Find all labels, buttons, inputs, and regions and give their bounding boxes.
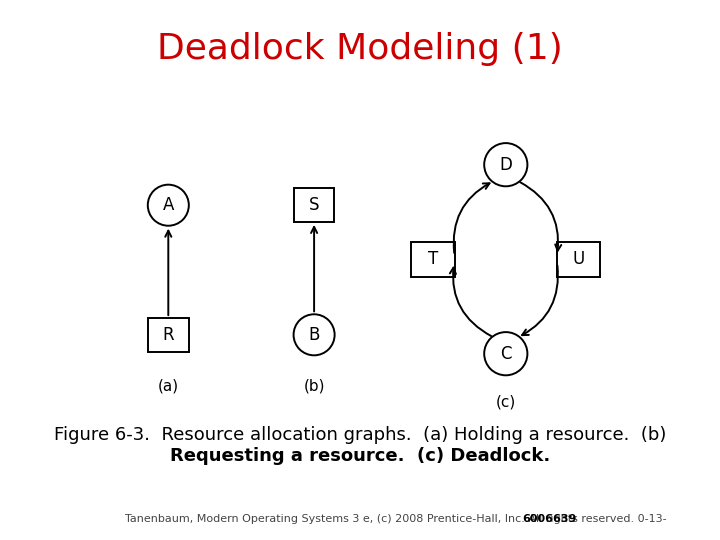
Text: Figure 6-3.  Resource allocation graphs.  (a) Holding a resource.  (b): Figure 6-3. Resource allocation graphs. … bbox=[54, 426, 666, 444]
Text: S: S bbox=[309, 196, 320, 214]
Text: 6006639: 6006639 bbox=[522, 515, 577, 524]
Text: R: R bbox=[163, 326, 174, 344]
Text: T: T bbox=[428, 250, 438, 268]
Text: C: C bbox=[500, 345, 511, 363]
Circle shape bbox=[484, 332, 527, 375]
Text: Requesting a resource.  (c) Deadlock.: Requesting a resource. (c) Deadlock. bbox=[170, 447, 550, 465]
Bar bbox=[411, 242, 454, 276]
Text: Tanenbaum, Modern Operating Systems 3 e, (c) 2008 Prentice-Hall, Inc. All rights: Tanenbaum, Modern Operating Systems 3 e,… bbox=[125, 515, 667, 524]
Bar bbox=[148, 318, 189, 352]
Text: Deadlock Modeling (1): Deadlock Modeling (1) bbox=[157, 32, 563, 65]
Text: (c): (c) bbox=[495, 395, 516, 410]
Circle shape bbox=[148, 185, 189, 226]
Text: (b): (b) bbox=[303, 379, 325, 394]
Text: D: D bbox=[500, 156, 512, 174]
Text: (a): (a) bbox=[158, 379, 179, 394]
Circle shape bbox=[294, 314, 335, 355]
Text: B: B bbox=[308, 326, 320, 344]
Bar bbox=[557, 242, 600, 276]
Bar bbox=[294, 188, 334, 222]
Text: A: A bbox=[163, 196, 174, 214]
Text: U: U bbox=[572, 250, 585, 268]
Circle shape bbox=[484, 143, 527, 186]
